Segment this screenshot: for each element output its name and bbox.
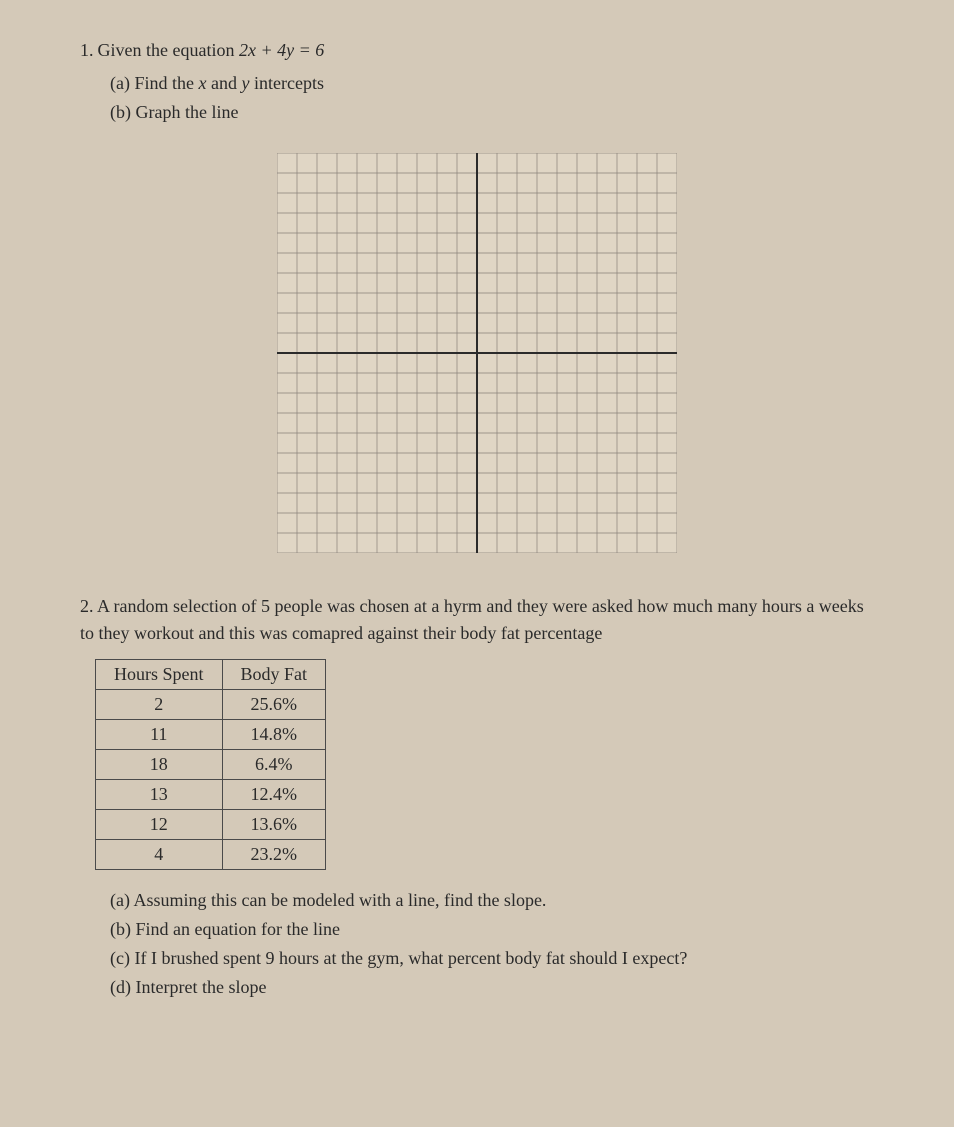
problem-2-part-b: (b) Find an equation for the line <box>110 919 874 940</box>
part-text: Find an equation for the line <box>136 919 340 939</box>
part-text: Find the x and y intercepts <box>134 73 324 93</box>
part-label: (b) <box>110 102 131 122</box>
table-cell: 14.8% <box>222 720 326 750</box>
table-cell: 13.6% <box>222 810 326 840</box>
part-label: (a) <box>110 73 130 93</box>
problem-1-part-a: (a) Find the x and y intercepts <box>110 73 874 94</box>
problem-2-part-a: (a) Assuming this can be modeled with a … <box>110 890 874 911</box>
problem-2: 2. A random selection of 5 people was ch… <box>80 593 874 998</box>
problem-2-number: 2. <box>80 596 94 616</box>
problem-2-part-d: (d) Interpret the slope <box>110 977 874 998</box>
table-row: 1213.6% <box>96 810 326 840</box>
table-row: 225.6% <box>96 690 326 720</box>
problem-2-parts: (a) Assuming this can be modeled with a … <box>110 890 874 998</box>
table-cell: 18 <box>96 750 223 780</box>
part-label: (c) <box>110 948 130 968</box>
part-text: Graph the line <box>136 102 239 122</box>
part-label: (b) <box>110 919 131 939</box>
part-text: If I brushed spent 9 hours at the gym, w… <box>134 948 687 968</box>
part-text: Interpret the slope <box>136 977 267 997</box>
problem-2-text: A random selection of 5 people was chose… <box>80 596 864 643</box>
coordinate-grid <box>277 153 677 553</box>
problem-1-part-b: (b) Graph the line <box>110 102 874 123</box>
table-cell: 6.4% <box>222 750 326 780</box>
table-cell: 25.6% <box>222 690 326 720</box>
table-cell: 4 <box>96 840 223 870</box>
table-header-hours: Hours Spent <box>96 660 223 690</box>
problem-1-prefix: Given the equation <box>98 40 239 60</box>
table-cell: 12.4% <box>222 780 326 810</box>
table-cell: 13 <box>96 780 223 810</box>
part-label: (a) <box>110 890 130 910</box>
table-row: 423.2% <box>96 840 326 870</box>
table-row: 186.4% <box>96 750 326 780</box>
table-cell: 2 <box>96 690 223 720</box>
table-cell: 11 <box>96 720 223 750</box>
table-cell: 12 <box>96 810 223 840</box>
table-cell: 23.2% <box>222 840 326 870</box>
problem-2-part-c: (c) If I brushed spent 9 hours at the gy… <box>110 948 874 969</box>
problem-1-text: Given the equation 2x + 4y = 6 <box>98 40 325 60</box>
problem-1-parts: (a) Find the x and y intercepts (b) Grap… <box>110 73 874 123</box>
problem-1-number: 1. <box>80 40 94 60</box>
table-row: 1114.8% <box>96 720 326 750</box>
coordinate-grid-container <box>80 153 874 553</box>
problem-1: 1. Given the equation 2x + 4y = 6 (a) Fi… <box>80 40 874 123</box>
part-label: (d) <box>110 977 131 997</box>
data-table: Hours Spent Body Fat 225.6%1114.8%186.4%… <box>95 659 326 870</box>
part-text: Assuming this can be modeled with a line… <box>134 890 547 910</box>
problem-1-equation: 2x + 4y = 6 <box>239 40 324 60</box>
table-row: 1312.4% <box>96 780 326 810</box>
problem-2-header: 2. A random selection of 5 people was ch… <box>80 593 874 647</box>
table-header-row: Hours Spent Body Fat <box>96 660 326 690</box>
table-header-bodyfat: Body Fat <box>222 660 326 690</box>
